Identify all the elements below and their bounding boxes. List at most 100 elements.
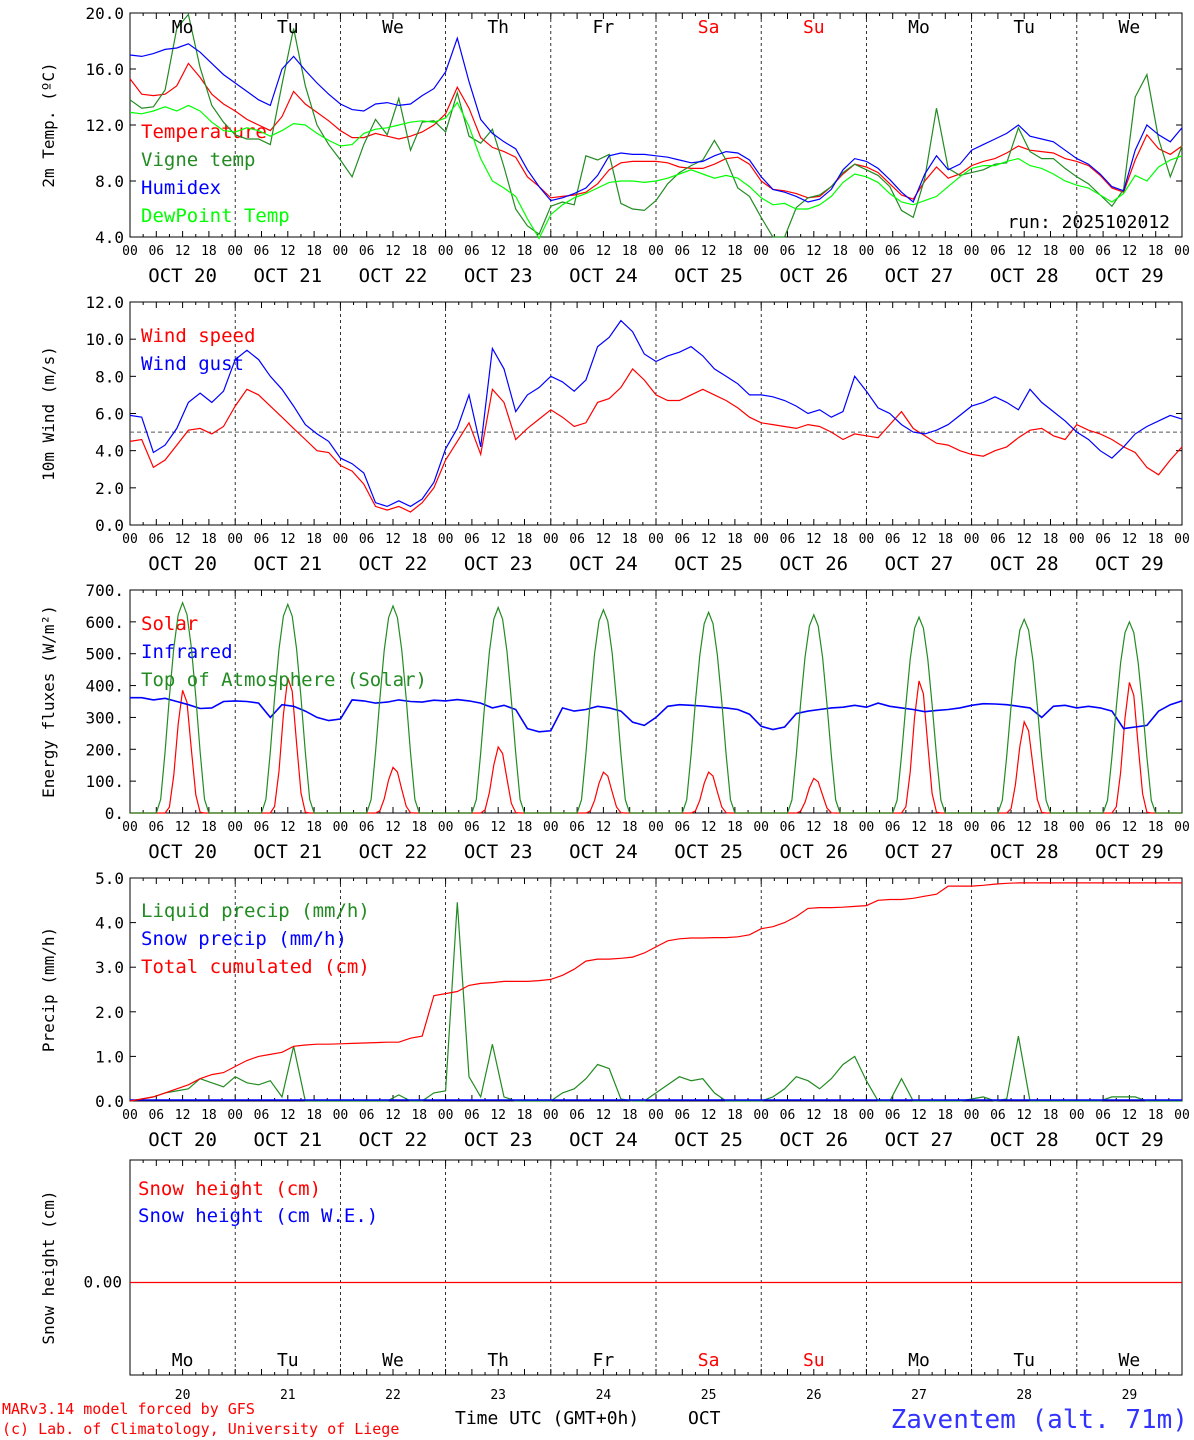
y-tick-label: 3.0 [95,958,124,977]
hour-label: 18 [306,532,322,547]
hour-label: 12 [596,820,612,835]
month-label: OCT [569,841,603,863]
hour-label: 06 [359,1108,375,1123]
hour-label: 00 [333,532,349,547]
day-number: 20 [175,1388,191,1403]
month-label: OCT [359,553,393,575]
series-dewpoint-temp [129,101,1183,240]
hour-label: 00 [859,1108,875,1123]
hour-label: 18 [201,820,217,835]
panel-energy: 0. 100. 200. 300. 400. 500. 600. 700. Energy flu… [39,581,1190,863]
hour-label: 12 [385,532,401,547]
day-number: 25 [709,265,743,287]
hour-label: 18 [1148,532,1164,547]
hour-label: 18 [517,532,533,547]
day-date-label: OCT 20 [148,1129,217,1151]
hour-label: 12 [175,1108,191,1123]
day-date-label: OCT 22 [359,553,428,575]
month-label: OCT [253,841,287,863]
hour-label: 18 [201,244,217,259]
day-number: 21 [288,841,322,863]
month-label: OCT [779,553,813,575]
day-name: Mo [908,17,930,38]
day-name: Th [487,17,509,38]
day-date-label: OCT 24 [569,841,638,863]
day-date-label: OCT 23 [464,553,533,575]
hour-label: 00 [543,244,559,259]
month-label: OCT [569,1129,603,1151]
hour-label: 18 [622,820,638,835]
hour-label: 00 [438,1108,454,1123]
month-label: OCT [885,1129,919,1151]
day-number: 23 [498,841,532,863]
hour-label: 18 [832,820,848,835]
month-label: OCT [148,841,182,863]
day-number: 26 [814,841,848,863]
day-number: 23 [498,1129,532,1151]
day-date-label: OCT 26 [779,265,848,287]
hour-label: 12 [911,1108,927,1123]
month-label: OCT [464,553,498,575]
legend-entry: Solar [141,613,198,635]
day-number: 26 [814,265,848,287]
hour-label: 18 [1148,244,1164,259]
hour-label: 12 [701,1108,717,1123]
hour-label: 00 [227,244,243,259]
y-tick-label: 500. [85,645,124,664]
hour-label: 12 [490,1108,506,1123]
month-label: OCT [779,841,813,863]
hour-label: 18 [727,244,743,259]
hour-label: 12 [175,820,191,835]
day-number: 21 [288,1129,322,1151]
day-number: 21 [288,265,322,287]
hour-label: 18 [306,244,322,259]
y-tick-label: 5.0 [95,869,124,888]
y-axis-title: Energy fluxes (W/m²) [39,605,58,798]
month-label: OCT [253,553,287,575]
hour-label: 00 [648,532,664,547]
day-number: 23 [498,553,532,575]
legend-entry: Wind gust [141,353,244,375]
month-label: OCT [359,841,393,863]
hour-label: 00 [122,532,138,547]
month-label: OCT [1095,841,1129,863]
legend-entry: Snow height (cm) [138,1178,321,1200]
run-label: run: 2025102012 [1007,212,1170,233]
panel-temp: 4.0 8.0 12.0 16.0 20.0 2m Temp. (ºC) Temperatu… [39,4,1190,287]
hour-label: 00 [1069,820,1085,835]
hour-label: 00 [648,244,664,259]
day-date-label: OCT 29 [1095,1129,1164,1151]
month-label: OCT [674,1129,708,1151]
month-label: OCT [253,1129,287,1151]
y-tick-label: 1.0 [95,1047,124,1066]
hour-label: 12 [701,244,717,259]
legend-entry: Infrared [141,641,233,663]
hour-label: 12 [1122,1108,1138,1123]
hour-label: 12 [1016,820,1032,835]
month-label: OCT [464,1129,498,1151]
hour-label: 06 [674,820,690,835]
hour-label: 12 [1122,244,1138,259]
series-vigne-temp [129,13,1183,238]
month-label: OCT [779,1129,813,1151]
day-date-label: OCT 21 [253,1129,322,1151]
hour-label: 18 [1148,820,1164,835]
legend-entry: Humidex [141,177,221,199]
hour-label: 00 [753,532,769,547]
hour-label: 18 [937,1108,953,1123]
hour-label: 06 [780,820,796,835]
y-tick-label: 12.0 [85,116,124,135]
day-date-label: OCT 23 [464,265,533,287]
day-number: 22 [385,1388,401,1403]
day-name: Su [803,1350,825,1371]
day-date-label: OCT 23 [464,1129,533,1151]
hour-label: 18 [517,244,533,259]
hour-label: 00 [1174,532,1190,547]
hour-label: 00 [227,820,243,835]
y-tick-label: 400. [85,677,124,696]
hour-label: 18 [622,1108,638,1123]
day-date-label: OCT 28 [990,553,1059,575]
hour-label: 12 [385,1108,401,1123]
hour-label: 12 [385,244,401,259]
hour-label: 00 [227,532,243,547]
